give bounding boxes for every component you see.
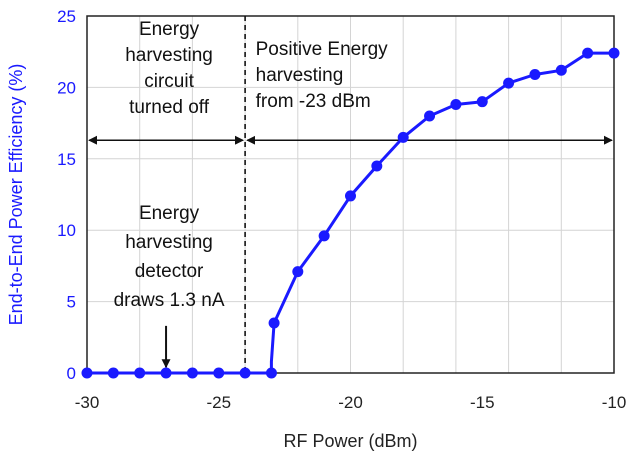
data-point: [345, 190, 356, 202]
x-tick-label: -30: [75, 393, 100, 412]
off_region-line: Energy: [139, 19, 200, 40]
data-point: [397, 131, 409, 143]
off_region-line: harvesting: [125, 45, 213, 66]
y-tick-label: 10: [57, 221, 76, 240]
off_region-line: turned off: [129, 97, 210, 118]
data-point: [268, 317, 280, 329]
series-layer: [81, 47, 620, 379]
data-point: [239, 367, 251, 379]
positive_region-line: harvesting: [256, 65, 344, 86]
data-point: [81, 367, 93, 379]
data-point: [450, 99, 462, 111]
data-point: [107, 367, 119, 379]
annotation-arrows: [88, 135, 613, 369]
y-tick-label: 0: [67, 364, 76, 383]
data-point: [160, 367, 172, 379]
x-tick-label: -25: [206, 393, 231, 412]
y-tick-label: 20: [57, 78, 76, 97]
detector-line: detector: [135, 261, 204, 282]
data-point: [582, 47, 594, 59]
data-point: [213, 367, 225, 379]
data-point: [476, 96, 488, 108]
data-point: [529, 69, 541, 81]
annotation-texts: Energy harvesting circuit turned off Positiv…: [114, 19, 389, 311]
y-tick-label: 15: [57, 150, 76, 169]
data-point: [503, 77, 515, 89]
data-point: [265, 367, 277, 379]
data-point: [186, 367, 198, 379]
y-tick-labels: 0 5 10 15 20 25: [57, 7, 76, 383]
y-tick-label: 5: [67, 293, 76, 312]
data-point: [371, 160, 383, 172]
detector-line: harvesting: [125, 232, 213, 253]
x-tick-label: -10: [602, 393, 627, 412]
positive_region-line: Positive Energy: [256, 39, 389, 60]
detector-line: Energy: [139, 203, 200, 224]
data-point: [608, 47, 620, 59]
off_region-line: circuit: [144, 71, 194, 92]
positive_region-line: from -23 dBm: [256, 91, 371, 112]
y-tick-label: 25: [57, 7, 76, 26]
x-tick-labels: -30 -25 -20 -15 -10: [75, 393, 627, 412]
data-point: [292, 266, 304, 278]
data-point: [134, 367, 146, 379]
plot-frame: [86, 15, 615, 374]
x-tick-label: -15: [470, 393, 495, 412]
y-axis-title: End-to-End Power Efficiency (%): [6, 64, 26, 326]
x-tick-label: -20: [338, 393, 363, 412]
x-axis-title: RF Power (dBm): [283, 431, 417, 451]
detector-line: draws 1.3 nA: [114, 290, 225, 311]
data-point: [318, 230, 330, 242]
data-point: [555, 64, 567, 76]
data-point: [424, 110, 436, 122]
